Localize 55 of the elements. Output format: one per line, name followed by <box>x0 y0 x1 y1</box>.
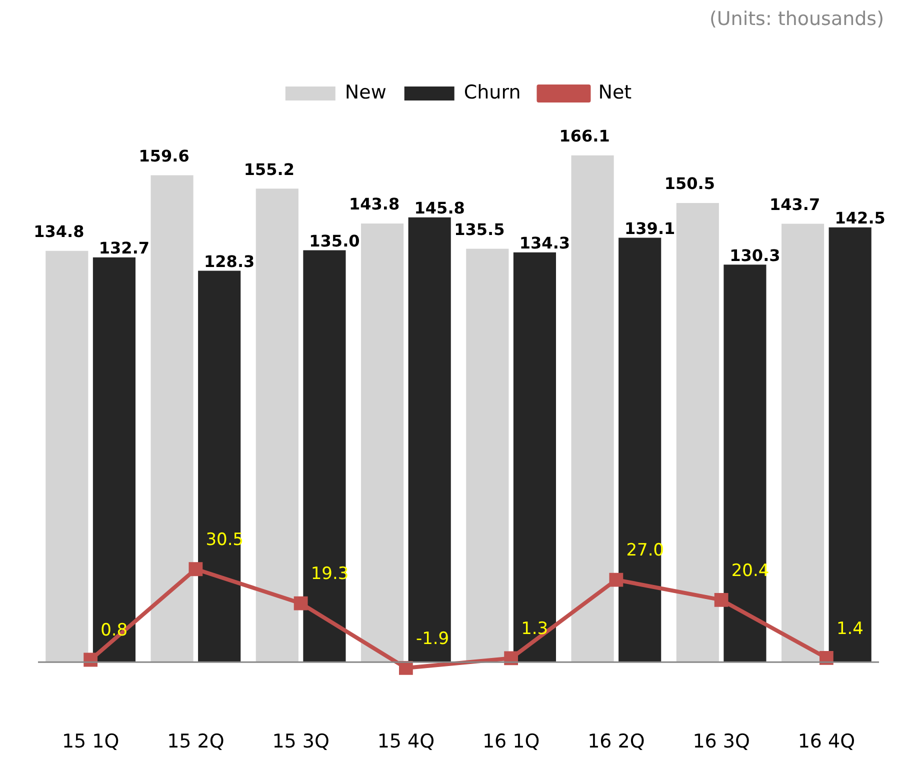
x-tick-label: 16 3Q <box>692 730 750 753</box>
data-label: 139.1 <box>624 218 676 238</box>
x-tick-label: 16 2Q <box>588 730 645 753</box>
point <box>294 596 308 610</box>
bar <box>513 252 556 662</box>
data-label: 130.3 <box>730 246 780 265</box>
data-label: 135.0 <box>309 231 360 250</box>
bar <box>676 203 719 662</box>
bar <box>303 250 346 662</box>
data-label: 145.8 <box>414 198 465 218</box>
bar <box>150 175 194 662</box>
bar <box>198 270 241 662</box>
bar <box>724 264 766 662</box>
data-label: 166.1 <box>559 126 610 146</box>
data-label: 159.6 <box>138 146 190 166</box>
x-tick-label: 15 2Q <box>167 730 224 753</box>
data-label: 128.3 <box>204 252 255 271</box>
data-label: 143.8 <box>348 194 400 214</box>
x-tick-label: 16 4Q <box>798 730 856 753</box>
bar <box>466 248 509 662</box>
bar <box>618 238 662 662</box>
x-tick-label: 15 1Q <box>62 730 120 753</box>
data-label: 155.2 <box>244 160 294 179</box>
bar <box>781 224 824 662</box>
bar <box>256 188 298 662</box>
x-tick-label: 15 3Q <box>272 730 330 753</box>
data-label: 150.5 <box>664 174 715 194</box>
data-label: 1.3 <box>521 619 548 640</box>
data-label: 134.8 <box>34 222 84 242</box>
point <box>188 562 203 576</box>
text: (Units: thousands) <box>708 8 885 32</box>
x-tick-label: 16 1Q <box>482 730 540 753</box>
data-label: 143.7 <box>769 194 820 214</box>
point <box>714 592 728 607</box>
data-label: -1.9 <box>416 628 450 649</box>
point <box>819 650 834 665</box>
legend-label: Net <box>598 81 632 104</box>
bar <box>408 217 451 662</box>
bar <box>46 250 88 662</box>
data-label: 142.5 <box>834 208 886 228</box>
x-tick-label: 15 4Q <box>377 730 435 753</box>
legend-label: New <box>344 81 386 104</box>
bar <box>571 155 614 662</box>
point <box>398 661 413 675</box>
legend-label: Churn <box>464 81 521 104</box>
data-label: 1.4 <box>836 618 864 639</box>
point <box>84 652 98 667</box>
data-label: 135.5 <box>454 220 505 239</box>
point <box>504 651 518 666</box>
bar <box>828 227 872 662</box>
point <box>609 572 624 587</box>
bar <box>360 223 404 662</box>
data-label: 132.7 <box>98 238 150 258</box>
bar <box>92 257 136 662</box>
data-label: 134.3 <box>519 234 570 253</box>
